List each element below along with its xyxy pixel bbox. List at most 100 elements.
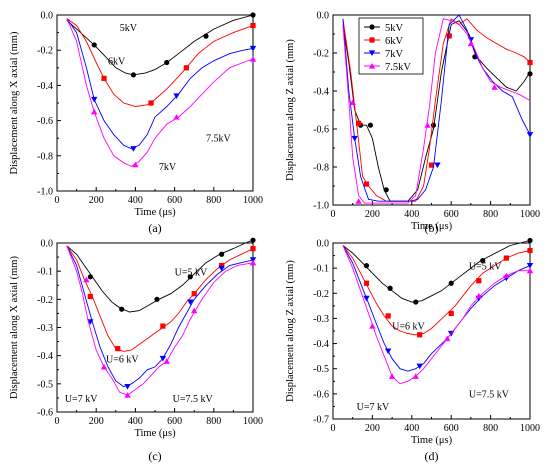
y-tick-label: -0.4	[313, 87, 329, 98]
series-line	[66, 18, 254, 150]
data-point	[124, 392, 131, 398]
series-5kv	[66, 12, 256, 78]
data-point	[159, 355, 167, 362]
panel-label: (a)	[148, 221, 161, 235]
x-tick-label: 800	[206, 195, 221, 206]
data-point	[91, 108, 98, 115]
y-tick-label: -0.5	[313, 364, 329, 375]
series-u-7.5-kv	[66, 245, 257, 398]
data-point	[355, 198, 362, 204]
legend-marker	[369, 24, 375, 30]
data-point	[363, 181, 370, 187]
x-tick-label: 0	[55, 195, 60, 206]
data-point	[130, 72, 137, 78]
data-point	[526, 263, 534, 269]
legend-box	[358, 17, 424, 75]
data-point	[424, 122, 431, 128]
data-point	[148, 100, 154, 106]
x-tick-label: 400	[404, 423, 419, 434]
data-point	[164, 59, 170, 66]
data-point	[363, 263, 370, 269]
y-tick-label: -0.1	[37, 267, 53, 278]
data-point	[444, 335, 451, 342]
series-line	[342, 20, 531, 202]
data-point	[173, 93, 180, 99]
panel-label: (c)	[148, 449, 161, 463]
series-annotation: U=6 kV	[106, 355, 139, 366]
panel-label: (b)	[425, 221, 439, 235]
y-tick-label: -0.4	[313, 339, 329, 350]
data-point	[191, 291, 197, 297]
data-point	[219, 262, 225, 269]
legend-label: 7kV	[385, 49, 404, 60]
data-point	[475, 292, 482, 299]
data-point	[349, 99, 356, 105]
y-tick-label: -0.2	[313, 289, 329, 300]
series-7kv	[66, 18, 257, 152]
x-tick-label: 600	[444, 209, 459, 220]
data-point	[434, 162, 441, 169]
data-point	[416, 363, 423, 370]
y-tick-label: -0.8	[37, 151, 53, 162]
data-point	[384, 348, 392, 355]
legend-marker	[368, 63, 376, 69]
x-axis-label: Time (μs)	[411, 221, 453, 232]
data-point	[527, 59, 533, 66]
data-point	[187, 274, 193, 280]
legend-marker	[369, 37, 375, 43]
y-tick-label: -0.3	[313, 314, 329, 325]
data-point	[527, 247, 533, 254]
data-point	[388, 373, 396, 379]
series-line	[66, 18, 254, 107]
y-tick-label: -0.6	[313, 125, 329, 136]
data-point	[417, 332, 423, 338]
data-point	[173, 114, 180, 120]
x-tick-label: 200	[89, 416, 104, 427]
data-point	[249, 259, 257, 266]
data-point	[249, 45, 257, 52]
chart-panel-4: 0 200 400 600 800 1000 0.0 -0.1 -0.2 -0.3 -0.4 -0.5…	[285, 237, 540, 463]
y-axis-label: Displacement along X axial (mm)	[9, 31, 20, 174]
data-point	[124, 384, 131, 390]
data-point	[363, 280, 370, 286]
chart-panel-2: 0 200 400 600 800 1000 0.0 -0.2 -0.4 -0.6 -0.8 -1.0…	[285, 11, 540, 236]
y-tick-label: -1.0	[313, 201, 329, 212]
data-point	[250, 22, 256, 29]
x-tick-label: 1000	[243, 416, 263, 427]
y-tick-label: -0.1	[313, 264, 329, 275]
data-point	[448, 280, 454, 286]
legend-label: 5kV	[385, 23, 404, 34]
series-u-6-kv	[342, 245, 533, 338]
series-annotation: 6kV	[108, 56, 126, 67]
data-point	[115, 346, 121, 352]
data-point	[446, 33, 452, 39]
series-annotation: U=7 kV	[357, 402, 390, 413]
panel-label: (d)	[425, 449, 439, 463]
y-tick-label: 0.0	[317, 239, 330, 250]
y-tick-label: -0.2	[37, 295, 53, 306]
x-tick-label: 1000	[520, 209, 540, 220]
data-point	[527, 71, 533, 77]
y-tick-label: 0.0	[41, 11, 54, 22]
series-line	[66, 245, 254, 352]
data-point	[249, 56, 257, 62]
series-line	[342, 240, 531, 303]
x-tick-label: 1000	[243, 195, 263, 206]
data-point	[503, 272, 510, 279]
x-axis-label: Time (μs)	[134, 428, 176, 439]
chart-panel-1: 0 200 400 600 800 1000 0.0 -0.2 -0.4 -0.6 -0.8 -1.0…	[9, 11, 263, 236]
x-tick-label: 600	[444, 423, 459, 434]
data-point	[367, 122, 374, 128]
series-annotation: 7kV	[159, 162, 177, 173]
series-line	[342, 18, 531, 204]
y-tick-label: -0.7	[313, 415, 329, 426]
y-tick-label: -0.6	[313, 389, 329, 400]
data-point	[491, 84, 498, 90]
data-point	[526, 267, 534, 274]
series-line	[342, 245, 530, 385]
series-line	[342, 245, 531, 372]
series-7.5kv	[342, 18, 531, 204]
data-point	[250, 237, 256, 243]
data-point	[87, 319, 94, 325]
data-point	[503, 255, 509, 261]
